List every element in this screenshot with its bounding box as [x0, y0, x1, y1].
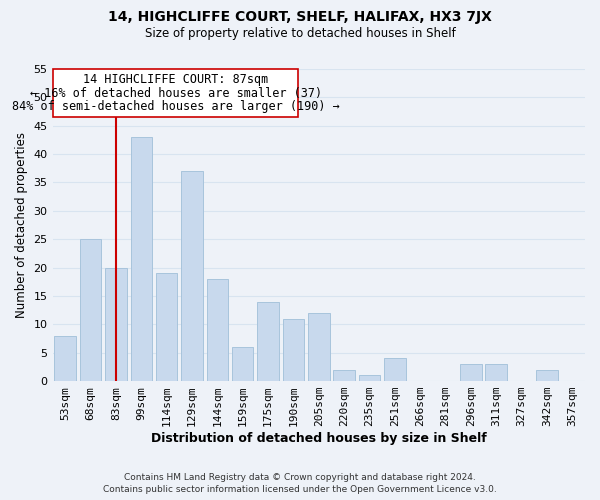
Text: Contains HM Land Registry data © Crown copyright and database right 2024.: Contains HM Land Registry data © Crown c…: [124, 473, 476, 482]
Bar: [206, 279, 228, 381]
Bar: [384, 358, 406, 381]
Bar: [181, 171, 203, 381]
Bar: [55, 336, 76, 381]
Bar: [334, 370, 355, 381]
Bar: [460, 364, 482, 381]
Bar: [156, 274, 178, 381]
Bar: [359, 376, 380, 381]
Text: ← 16% of detached houses are smaller (37): ← 16% of detached houses are smaller (37…: [30, 86, 322, 100]
Text: 14, HIGHCLIFFE COURT, SHELF, HALIFAX, HX3 7JX: 14, HIGHCLIFFE COURT, SHELF, HALIFAX, HX…: [108, 10, 492, 24]
Bar: [232, 347, 253, 381]
Bar: [308, 313, 329, 381]
Bar: [131, 137, 152, 381]
Bar: [536, 370, 558, 381]
Text: Size of property relative to detached houses in Shelf: Size of property relative to detached ho…: [145, 28, 455, 40]
Text: Contains public sector information licensed under the Open Government Licence v3: Contains public sector information licen…: [103, 486, 497, 494]
Bar: [283, 318, 304, 381]
Bar: [485, 364, 507, 381]
Bar: [80, 239, 101, 381]
Y-axis label: Number of detached properties: Number of detached properties: [15, 132, 28, 318]
Bar: [257, 302, 279, 381]
Text: 14 HIGHCLIFFE COURT: 87sqm: 14 HIGHCLIFFE COURT: 87sqm: [83, 73, 268, 86]
Text: 84% of semi-detached houses are larger (190) →: 84% of semi-detached houses are larger (…: [12, 100, 340, 113]
X-axis label: Distribution of detached houses by size in Shelf: Distribution of detached houses by size …: [151, 432, 487, 445]
Bar: [105, 268, 127, 381]
